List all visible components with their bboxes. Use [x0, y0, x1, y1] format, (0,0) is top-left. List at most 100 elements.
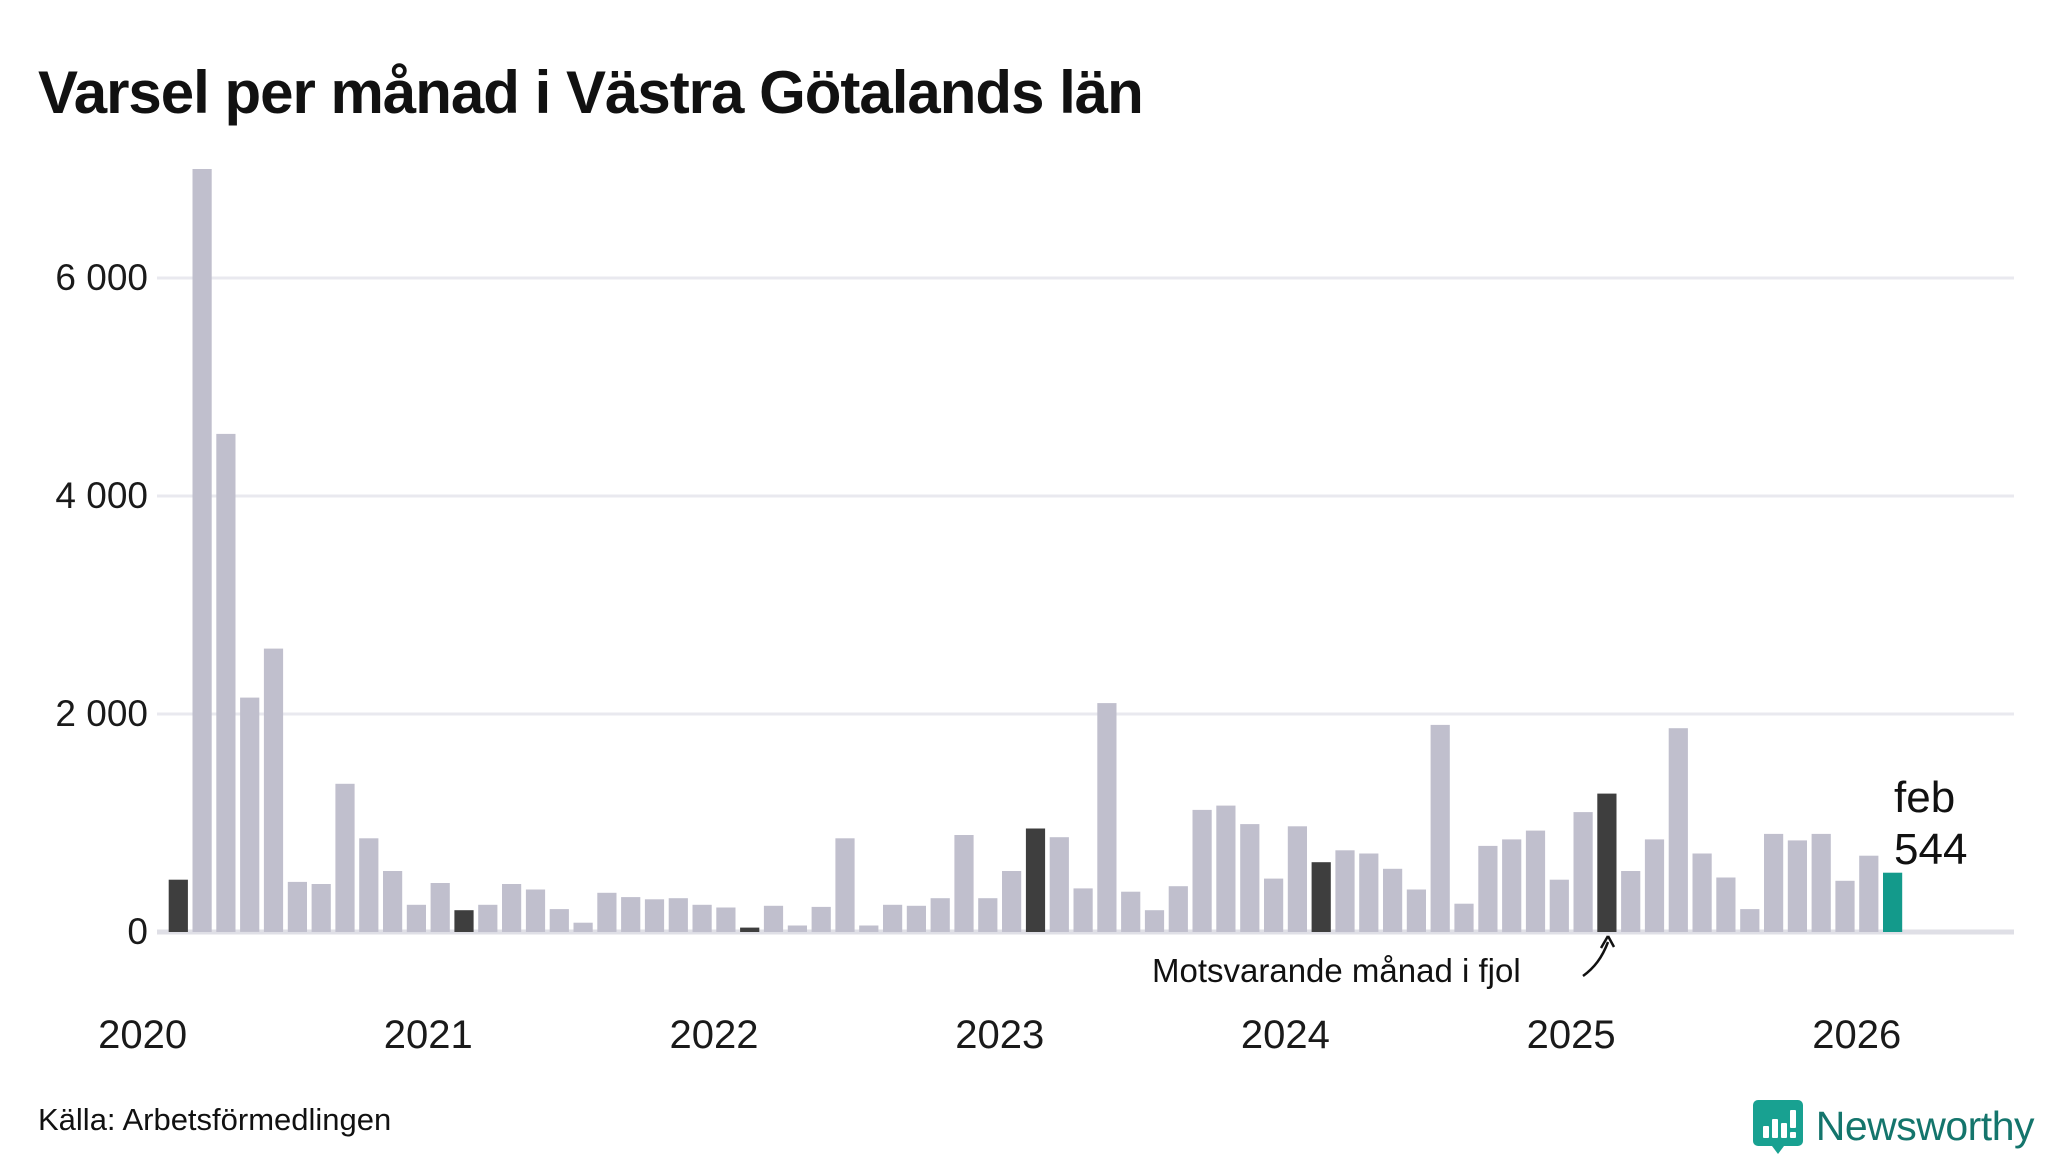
current-month-name: feb — [1894, 773, 1956, 822]
gridlines — [157, 276, 2014, 935]
bar-2021-08 — [597, 892, 617, 932]
bar-2023-11 — [1240, 824, 1260, 932]
bar-2025-08 — [1740, 909, 1760, 932]
bar-2022-07 — [859, 925, 879, 932]
bar-2020-09 — [335, 783, 355, 932]
bar-2022-06 — [835, 838, 855, 932]
bar-2020-08 — [311, 884, 331, 932]
bar-2021-05 — [525, 889, 546, 932]
bar-2025-11 — [1811, 833, 1831, 932]
bar-2021-12 — [692, 904, 712, 933]
bar-2023-10 — [1216, 805, 1236, 932]
bar-2024-12 — [1549, 879, 1569, 932]
x-tick-2025: 2025 — [1527, 1013, 1616, 1057]
bar-2023-02 — [1025, 828, 1046, 932]
bar-2023-08 — [1168, 886, 1188, 932]
bar-2025-06 — [1692, 853, 1712, 932]
bar-2023-12 — [1264, 878, 1284, 932]
bar-2022-03 — [763, 905, 784, 932]
x-tick-2022: 2022 — [670, 1013, 759, 1057]
bar-2023-01 — [1002, 871, 1022, 932]
bar-2024-08 — [1454, 903, 1474, 932]
bar-2025-04 — [1644, 839, 1665, 933]
bar-2022-05 — [811, 906, 831, 932]
bar-2025-07 — [1716, 877, 1736, 932]
bar-2020-07 — [287, 881, 307, 932]
source-caption: Källa: Arbetsförmedlingen — [38, 1102, 392, 1137]
bar-2023-09 — [1192, 809, 1212, 932]
bar-2025-09 — [1764, 833, 1784, 932]
bar-2025-12 — [1835, 880, 1855, 932]
bar-2025-05 — [1668, 728, 1688, 932]
bar-2025-03 — [1621, 871, 1641, 932]
bar-2024-05 — [1383, 868, 1403, 932]
brand-logo: Newsworthy — [1752, 1098, 2035, 1154]
bar-2023-03 — [1049, 837, 1069, 932]
y-axis-labels: 0 2 000 4 000 6 000 — [55, 257, 148, 952]
bar-2021-09 — [621, 897, 641, 932]
page-title: Varsel per månad i Västra Götalands län — [38, 59, 1144, 127]
bar-2026-01 — [1859, 855, 1879, 932]
x-tick-2024: 2024 — [1241, 1013, 1330, 1057]
bar-2022-01 — [716, 907, 736, 932]
bar-2024-04 — [1359, 853, 1379, 932]
bar-2021-03 — [478, 904, 498, 933]
x-axis-labels: 2020 2021 2022 2023 2024 2025 2026 — [98, 1013, 1901, 1057]
bar-2022-10 — [930, 898, 950, 932]
bar-2024-09 — [1478, 845, 1498, 932]
bar-2025-02 — [1597, 793, 1617, 932]
bar-2024-02 — [1311, 862, 1331, 932]
y-tick-2000: 2 000 — [55, 693, 148, 734]
bar-2024-07 — [1430, 724, 1450, 932]
bar-2022-02 — [740, 927, 760, 932]
current-month-value: 544 — [1894, 825, 1968, 874]
current-month-label: feb 544 — [1894, 772, 1967, 876]
bar-2021-06 — [549, 909, 569, 932]
bar-2022-12 — [978, 898, 998, 932]
bar-2025-01 — [1573, 812, 1593, 932]
bar-2024-01 — [1287, 826, 1307, 932]
bar-2020-06 — [263, 648, 284, 932]
bar-2021-10 — [644, 899, 665, 932]
bar-2020-12 — [406, 904, 426, 933]
x-tick-2021: 2021 — [384, 1013, 473, 1057]
bar-2021-04 — [502, 884, 522, 932]
x-tick-2026: 2026 — [1812, 1013, 1901, 1057]
bar-2021-01 — [430, 883, 450, 932]
bar-2026-02 — [1883, 872, 1903, 932]
bar-2022-04 — [787, 925, 807, 932]
bar-2022-09 — [906, 905, 926, 932]
bar-2021-07 — [573, 922, 593, 932]
bar-2022-08 — [883, 904, 903, 933]
bar-2024-11 — [1525, 830, 1546, 932]
bar-2023-05 — [1097, 703, 1117, 932]
y-tick-4000: 4 000 — [55, 475, 148, 516]
bar-2024-10 — [1502, 839, 1522, 933]
bar-2020-03 — [192, 169, 212, 932]
x-tick-2020: 2020 — [98, 1013, 187, 1057]
bar-2023-07 — [1144, 910, 1165, 932]
y-tick-6000: 6 000 — [55, 257, 148, 298]
bar-2020-05 — [240, 697, 260, 932]
bar-2021-02 — [454, 910, 474, 932]
x-tick-2023: 2023 — [955, 1013, 1044, 1057]
brand-name: Newsworthy — [1815, 1102, 2035, 1149]
bar-2024-03 — [1335, 850, 1355, 933]
bar-2021-11 — [668, 898, 688, 932]
newsworthy-icon — [1752, 1100, 1803, 1154]
bars — [168, 169, 1903, 933]
bar-2020-10 — [359, 838, 379, 932]
bar-2025-10 — [1787, 840, 1807, 932]
y-tick-0: 0 — [127, 911, 148, 952]
bar-2023-04 — [1073, 888, 1093, 932]
bar-2023-06 — [1121, 891, 1141, 932]
bar-2020-02 — [168, 879, 188, 932]
annotation-arrow — [1582, 935, 1616, 978]
compare-annotation: Motsvarande månad i fjol — [1152, 952, 1521, 989]
bar-2020-11 — [383, 871, 403, 932]
bar-2024-06 — [1406, 889, 1426, 932]
bar-2020-04 — [216, 433, 236, 932]
bar-2022-11 — [954, 835, 974, 932]
